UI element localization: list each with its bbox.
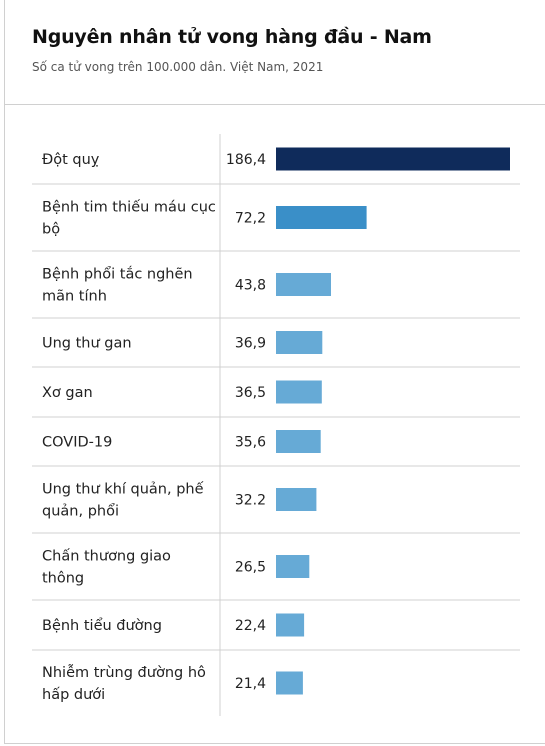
category-label-line: Xơ gan — [42, 385, 93, 401]
category-label: Bệnh tim thiếu máu cục bộ — [42, 199, 216, 238]
category-label-line: quản, phổi — [42, 503, 119, 520]
bar — [276, 613, 305, 637]
category-label-line: Bệnh phổi tắc nghẽn — [42, 266, 193, 283]
category-label: Bệnh phổi tắc nghẽn mãn tính — [42, 266, 193, 305]
bar — [276, 671, 303, 695]
value-label: 36,5 — [235, 385, 266, 401]
category-label-line: Ung thư khí quản, phế — [42, 481, 204, 498]
category-label: Bệnh tiểu đường — [42, 617, 162, 634]
chart-subtitle: Số ca tử vong trên 100.000 dân. Việt Nam… — [32, 60, 324, 74]
value-label: 186,4 — [226, 152, 266, 168]
bar — [276, 555, 310, 578]
value-label: 72,2 — [235, 211, 266, 227]
value-label: 35,6 — [235, 435, 266, 451]
value-label: 36,9 — [235, 336, 266, 352]
category-label: Ung thư khí quản, phế quản, phổi — [42, 481, 204, 520]
category-label: Chấn thương giao thông — [42, 549, 171, 587]
chart-card — [4, 0, 545, 744]
category-label-line: bộ — [42, 222, 60, 238]
header-divider — [5, 104, 545, 105]
bar — [276, 488, 317, 511]
category-label: Xơ gan — [42, 385, 93, 401]
value-label: 32.2 — [235, 493, 266, 509]
category-label: Ung thư gan — [42, 336, 132, 352]
bar — [276, 273, 331, 296]
bar — [276, 331, 323, 354]
category-label-line: COVID-19 — [42, 435, 112, 451]
category-label: Nhiễm trùng đường hô hấp dưới — [42, 664, 206, 703]
category-label: COVID-19 — [42, 435, 112, 451]
bar — [276, 380, 322, 404]
value-label: 43,8 — [235, 278, 266, 294]
value-label: 26,5 — [235, 560, 266, 576]
category-label-line: mãn tính — [42, 289, 107, 305]
value-label: 21,4 — [235, 676, 266, 692]
category-label-line: Đột quỵ — [42, 152, 100, 168]
category-label-line: thông — [42, 571, 84, 587]
bar — [276, 430, 321, 453]
category-label-line: Ung thư gan — [42, 336, 132, 352]
category-label-line: Nhiễm trùng đường hô — [42, 664, 206, 681]
category-label-line: Chấn thương giao — [42, 549, 171, 565]
category-label-line: Bệnh tim thiếu máu cục — [42, 199, 216, 216]
value-label: 22,4 — [235, 618, 266, 634]
category-label-line: hấp dưới — [42, 687, 105, 703]
bar — [276, 147, 510, 171]
chart-title: Nguyên nhân tử vong hàng đầu - Nam — [32, 26, 432, 48]
category-label: Đột quỵ — [42, 152, 100, 168]
category-label-line: Bệnh tiểu đường — [42, 617, 162, 634]
bar — [276, 206, 367, 229]
